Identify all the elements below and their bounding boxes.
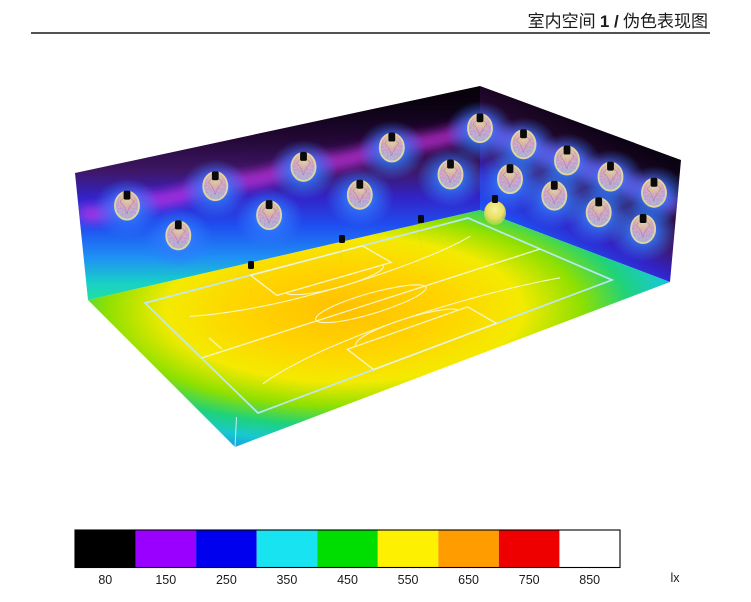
svg-text:450: 450	[337, 573, 358, 587]
svg-text:350: 350	[276, 573, 297, 587]
svg-text:80: 80	[98, 573, 112, 587]
svg-text:150: 150	[155, 573, 176, 587]
svg-text:250: 250	[216, 573, 237, 587]
svg-text:室内空间 1 / 伪色表现图: 室内空间 1 / 伪色表现图	[528, 12, 708, 31]
svg-text:750: 750	[519, 573, 540, 587]
svg-text:lx: lx	[670, 571, 680, 585]
svg-text:550: 550	[398, 573, 419, 587]
svg-text:850: 850	[579, 573, 600, 587]
svg-text:650: 650	[458, 573, 479, 587]
